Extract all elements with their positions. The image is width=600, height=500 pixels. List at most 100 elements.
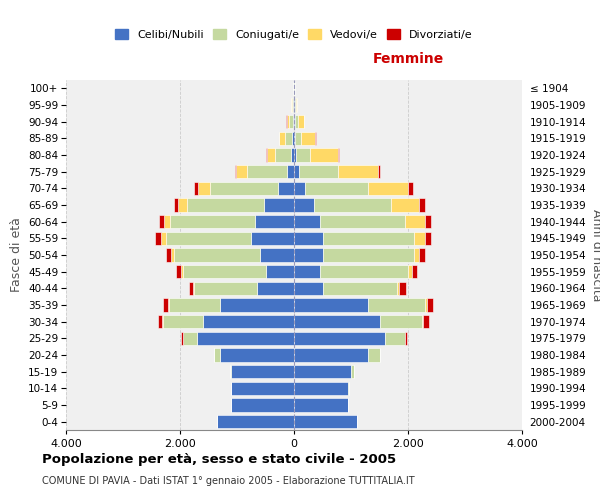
Bar [323,282,397,295]
Y-axis label: Anni di nascita: Anni di nascita [590,209,600,301]
Bar [159,215,164,228]
Bar [414,232,425,245]
Bar [295,132,301,145]
Bar [155,232,161,245]
Bar [295,115,298,128]
Bar [294,248,323,262]
Bar [287,115,289,128]
Bar [425,298,427,312]
Bar [264,198,294,211]
Bar [380,315,422,328]
Bar [408,265,412,278]
Legend: Celibi/Nubili, Coniugati/e, Vedovi/e, Divorziati/e: Celibi/Nubili, Coniugati/e, Vedovi/e, Di… [112,26,476,43]
Bar [368,298,425,312]
Bar [183,332,197,345]
Bar [236,165,247,178]
Bar [287,165,294,178]
Bar [161,232,166,245]
Bar [294,148,296,162]
Bar [294,265,320,278]
Bar [294,215,320,228]
Bar [292,132,294,145]
Bar [230,365,232,378]
Bar [232,398,294,411]
Bar [175,248,260,262]
Bar [220,298,294,312]
Bar [298,115,304,128]
Bar [425,215,431,228]
Bar [266,148,275,162]
Bar [163,298,168,312]
Bar [295,98,296,112]
Text: Popolazione per età, sesso e stato civile - 2005: Popolazione per età, sesso e stato civil… [42,452,396,466]
Bar [278,182,294,195]
Bar [209,182,278,195]
Bar [323,232,414,245]
Bar [247,165,287,178]
Bar [301,132,315,145]
Bar [338,165,379,178]
Bar [172,248,175,262]
Bar [299,165,338,178]
Bar [251,232,294,245]
Bar [397,282,399,295]
Bar [257,282,294,295]
Bar [422,315,423,328]
Bar [310,148,338,162]
Bar [399,282,406,295]
Bar [294,382,348,395]
Bar [294,132,295,145]
Bar [279,132,285,145]
Bar [198,182,209,195]
Text: Femmine: Femmine [373,52,443,66]
Bar [294,232,323,245]
Bar [178,198,187,211]
Bar [419,248,425,262]
Bar [285,132,292,145]
Bar [294,398,348,411]
Bar [181,265,183,278]
Bar [220,348,294,362]
Bar [408,182,413,195]
Bar [291,148,294,162]
Bar [294,415,356,428]
Bar [391,198,419,211]
Bar [194,282,257,295]
Bar [419,198,425,211]
Bar [385,332,405,345]
Bar [260,248,294,262]
Bar [193,282,194,295]
Bar [294,115,295,128]
Bar [255,215,294,228]
Bar [232,382,294,395]
Bar [305,182,368,195]
Bar [314,198,391,211]
Bar [217,415,294,428]
Bar [323,248,414,262]
Bar [194,182,198,195]
Bar [166,248,172,262]
Bar [187,198,264,211]
Bar [294,282,323,295]
Bar [294,298,368,312]
Y-axis label: Fasce di età: Fasce di età [10,218,23,292]
Bar [406,332,407,345]
Bar [275,148,291,162]
Bar [368,348,380,362]
Bar [296,148,310,162]
Bar [169,298,220,312]
Bar [368,182,408,195]
Bar [166,232,251,245]
Bar [425,232,431,245]
Bar [176,265,181,278]
Bar [232,365,294,378]
Bar [214,348,220,362]
Bar [188,282,193,295]
Bar [294,332,385,345]
Bar [181,332,182,345]
Bar [183,265,265,278]
Bar [235,165,236,178]
Bar [168,298,169,312]
Bar [414,248,419,262]
Bar [423,315,429,328]
